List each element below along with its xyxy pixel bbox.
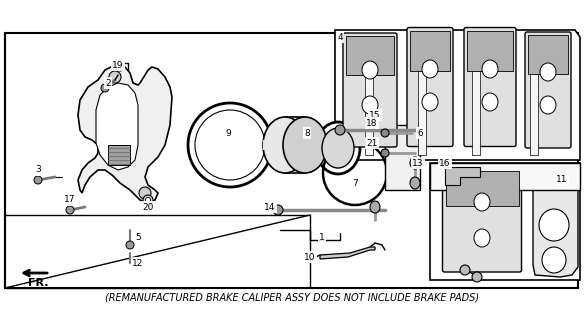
Polygon shape	[430, 163, 580, 280]
Ellipse shape	[460, 265, 470, 275]
Text: 1: 1	[319, 233, 325, 242]
Ellipse shape	[126, 241, 134, 249]
Text: 21: 21	[366, 139, 378, 148]
Ellipse shape	[482, 93, 498, 111]
Ellipse shape	[139, 187, 151, 199]
Polygon shape	[472, 45, 480, 155]
Ellipse shape	[381, 149, 389, 157]
Ellipse shape	[472, 272, 482, 282]
Ellipse shape	[263, 117, 307, 173]
Ellipse shape	[146, 197, 150, 203]
Bar	[528, 35, 568, 74]
Text: 20: 20	[142, 203, 154, 212]
Text: 16: 16	[439, 158, 451, 167]
Text: 18: 18	[366, 118, 378, 127]
Polygon shape	[263, 140, 307, 150]
Text: 15: 15	[369, 110, 381, 119]
Ellipse shape	[381, 129, 389, 137]
Polygon shape	[78, 65, 172, 203]
Text: 5: 5	[135, 233, 141, 242]
Bar	[467, 30, 513, 71]
Text: 12: 12	[132, 259, 144, 268]
Ellipse shape	[362, 96, 378, 114]
Text: 11: 11	[556, 175, 568, 185]
Ellipse shape	[143, 195, 153, 205]
Ellipse shape	[474, 193, 490, 211]
Text: (REMANUFACTURED BRAKE CALIPER ASSY DOES NOT INCLUDE BRAKE PADS): (REMANUFACTURED BRAKE CALIPER ASSY DOES …	[105, 292, 479, 302]
Ellipse shape	[109, 71, 121, 83]
Ellipse shape	[34, 176, 42, 184]
Polygon shape	[533, 173, 578, 277]
Ellipse shape	[410, 177, 420, 189]
Ellipse shape	[422, 93, 438, 111]
Text: 4: 4	[337, 33, 343, 42]
Ellipse shape	[101, 84, 109, 92]
Ellipse shape	[116, 63, 124, 71]
Ellipse shape	[410, 157, 420, 169]
Polygon shape	[108, 145, 130, 165]
Ellipse shape	[540, 96, 556, 114]
Bar	[410, 30, 450, 71]
Ellipse shape	[335, 125, 345, 135]
Polygon shape	[365, 45, 373, 155]
FancyBboxPatch shape	[464, 28, 516, 147]
Ellipse shape	[474, 229, 490, 247]
Text: 2: 2	[105, 78, 111, 87]
FancyBboxPatch shape	[442, 168, 521, 272]
Polygon shape	[430, 163, 580, 190]
Text: 14: 14	[264, 203, 276, 212]
Text: FR.: FR.	[27, 278, 48, 288]
Ellipse shape	[542, 247, 566, 273]
Polygon shape	[445, 167, 480, 185]
Bar	[346, 36, 394, 75]
Text: 3: 3	[35, 165, 41, 174]
Polygon shape	[320, 247, 375, 259]
Polygon shape	[335, 30, 580, 160]
Bar	[5, 33, 578, 288]
Ellipse shape	[322, 128, 354, 168]
Ellipse shape	[540, 63, 556, 81]
Ellipse shape	[66, 206, 74, 214]
Bar	[446, 171, 518, 206]
Polygon shape	[530, 45, 538, 155]
Text: 8: 8	[304, 129, 310, 138]
FancyBboxPatch shape	[407, 28, 453, 147]
FancyBboxPatch shape	[525, 32, 571, 148]
Text: 6: 6	[417, 129, 423, 138]
Text: 17: 17	[64, 196, 75, 204]
Text: 19: 19	[112, 60, 124, 69]
Text: 13: 13	[412, 158, 424, 167]
Polygon shape	[385, 125, 420, 190]
Ellipse shape	[539, 209, 569, 241]
FancyBboxPatch shape	[343, 33, 397, 147]
Ellipse shape	[283, 117, 327, 173]
Ellipse shape	[482, 60, 498, 78]
Ellipse shape	[316, 122, 360, 174]
Ellipse shape	[422, 60, 438, 78]
Ellipse shape	[273, 205, 283, 215]
Polygon shape	[418, 45, 426, 155]
Text: 9: 9	[225, 129, 231, 138]
Polygon shape	[96, 83, 138, 170]
Ellipse shape	[362, 61, 378, 79]
Ellipse shape	[195, 110, 265, 180]
Ellipse shape	[188, 103, 272, 187]
Text: 7: 7	[352, 179, 358, 188]
Ellipse shape	[370, 201, 380, 213]
Text: 10: 10	[304, 252, 316, 261]
